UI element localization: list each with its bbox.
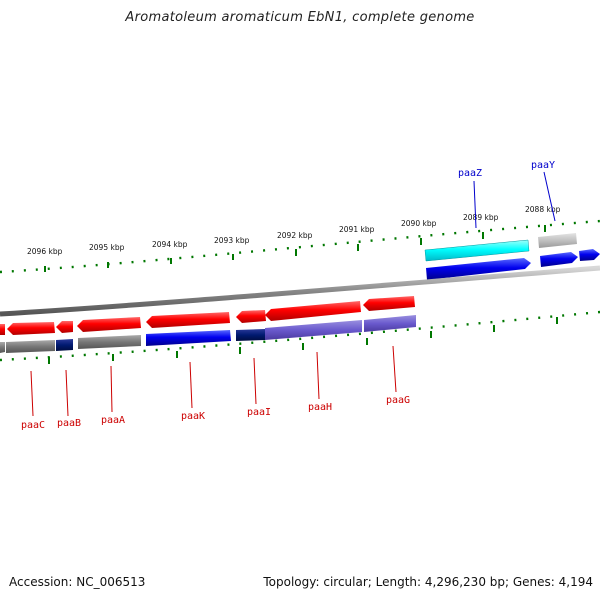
outer-major-ticks (44, 225, 546, 272)
cds-paaA[interactable] (78, 335, 141, 349)
reverse-strand-cds[interactable] (0, 315, 416, 353)
tick-label: 2089 kbp (463, 213, 499, 222)
forward-strand-features[interactable] (424, 233, 600, 280)
cds-paaG[interactable] (364, 315, 416, 332)
tick-labels: 2088 kbp 2089 kbp 2090 kbp 2091 kbp 2092… (27, 205, 561, 256)
cds-paaC-partial[interactable] (0, 342, 5, 353)
cds-paaK[interactable] (146, 330, 231, 346)
tick-label: 2094 kbp (152, 240, 188, 249)
label-paaB[interactable]: paaB (57, 418, 81, 429)
gene-paaH[interactable] (265, 301, 361, 321)
label-paaA[interactable]: paaA (101, 415, 125, 426)
label-paaZ[interactable]: paaZ (458, 168, 482, 179)
tick-label: 2092 kbp (277, 231, 313, 240)
accession-text: Accession: NC_006513 (9, 575, 146, 589)
cds-paaI[interactable] (236, 329, 265, 341)
tick-label: 2088 kbp (525, 205, 561, 214)
label-paaC[interactable]: paaC (21, 420, 45, 431)
cds-paaC[interactable] (6, 340, 55, 353)
gene-paaI[interactable] (236, 310, 266, 323)
gene-paaB[interactable] (56, 321, 73, 333)
tick-label: 2091 kbp (339, 225, 375, 234)
tick-label: 2096 kbp (27, 247, 63, 256)
label-paaG[interactable]: paaG (386, 395, 410, 406)
gene-paaZ[interactable] (424, 239, 530, 262)
cds-offscreen-right[interactable] (579, 249, 600, 261)
gene-labels: paaZ paaY paaC paaB paaA paaK paaI paaH … (21, 160, 555, 431)
label-leaders (30, 171, 556, 417)
cds-paaB[interactable] (56, 339, 73, 351)
cds-paaZ[interactable] (426, 258, 531, 280)
cds-paaH[interactable] (265, 320, 362, 340)
tick-label: 2095 kbp (89, 243, 125, 252)
label-paaH[interactable]: paaH (308, 402, 332, 413)
gene-paaK[interactable] (146, 312, 230, 328)
cds-paaY[interactable] (540, 252, 578, 267)
gene-paaC[interactable] (7, 322, 55, 335)
label-paaY[interactable]: paaY (531, 160, 555, 171)
label-paaI[interactable]: paaI (247, 407, 271, 418)
gene-paaY[interactable] (538, 233, 577, 248)
genome-title: Aromatoleum aromaticum EbN1, complete ge… (125, 10, 475, 25)
tick-label: 2090 kbp (401, 219, 437, 228)
gene-paaC-partial[interactable] (0, 324, 5, 335)
tick-label: 2093 kbp (214, 236, 250, 245)
genome-backbone (0, 265, 600, 317)
inner-major-ticks (48, 317, 558, 364)
gene-paaG[interactable] (363, 296, 415, 311)
genome-summary-text: Topology: circular; Length: 4,296,230 bp… (263, 575, 593, 589)
gene-paaA[interactable] (77, 317, 141, 332)
label-paaK[interactable]: paaK (181, 411, 205, 422)
reverse-strand-genes[interactable] (0, 296, 415, 335)
